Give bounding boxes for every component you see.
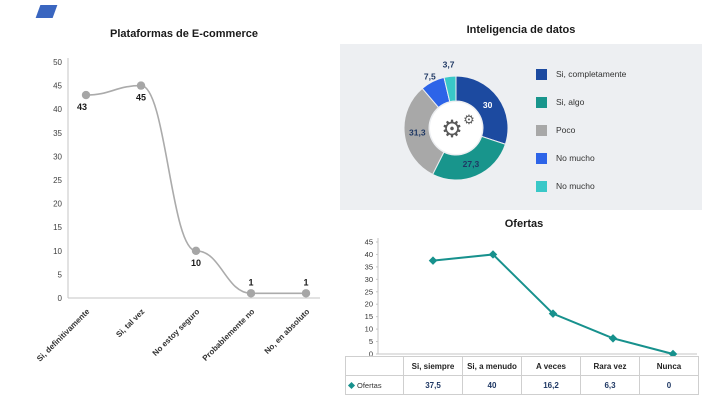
legend-swatch	[536, 124, 547, 136]
ofertas-data-table: Si, siempre Si, a menudo A veces Rara vez Nu…	[345, 356, 699, 395]
table-header-cell: Nunca	[640, 357, 699, 376]
svg-text:31,3: 31,3	[409, 128, 426, 138]
donut-legend: Si, completamente Si, algo Poco No mucho No …	[536, 64, 626, 204]
svg-text:10: 10	[53, 247, 62, 256]
legend-swatch	[536, 180, 547, 192]
table-value-cell: 40	[463, 376, 522, 395]
svg-text:30: 30	[483, 100, 493, 110]
ecommerce-chart-title: Plataformas de E-commerce	[110, 28, 258, 40]
svg-text:1: 1	[248, 277, 253, 287]
table-value-cell: 0	[640, 376, 699, 395]
ofertas-line-chart: 0 5 10 15 20 25 30 35 40 45	[365, 238, 697, 359]
legend-item: No mucho	[536, 176, 626, 196]
svg-text:25: 25	[53, 176, 62, 185]
legend-item: Si, algo	[536, 92, 626, 112]
svg-text:Si, definitivamente: Si, definitivamente	[35, 307, 92, 364]
svg-text:40: 40	[53, 105, 62, 114]
svg-text:5: 5	[369, 337, 373, 346]
corner-shape-icon	[35, 5, 58, 18]
svg-text:10: 10	[191, 258, 201, 268]
ofertas-series-label: Ofertas	[357, 380, 382, 390]
legend-label: Poco	[556, 125, 576, 135]
svg-text:45: 45	[53, 82, 62, 91]
ecommerce-line-chart: 0 5 10 15 20 25 30 35 40 45 50 43 45 10 1 1 Si, definiti…	[35, 58, 320, 364]
table-header-cell: Si, siempre	[404, 357, 463, 376]
svg-text:27,3: 27,3	[463, 159, 480, 169]
donut-chart-panel: 30 27,3 31,3 7,5 3,7 ⚙ ⚙ Si, completamente Si, …	[340, 44, 702, 210]
legend-item: Poco	[536, 120, 626, 140]
svg-text:1: 1	[303, 277, 308, 287]
svg-text:50: 50	[53, 58, 62, 67]
svg-text:45: 45	[365, 238, 373, 247]
table-header-cell: A veces	[522, 357, 581, 376]
svg-text:⚙: ⚙	[441, 116, 463, 143]
svg-text:20: 20	[365, 300, 373, 309]
svg-text:No, en absoluto: No, en absoluto	[263, 307, 312, 356]
legend-item: Si, completamente	[536, 64, 626, 84]
ofertas-chart-title: Ofertas	[504, 218, 544, 230]
svg-text:3,7: 3,7	[443, 59, 455, 69]
legend-swatch	[536, 96, 547, 108]
svg-text:35: 35	[53, 129, 62, 138]
svg-text:20: 20	[53, 200, 62, 209]
svg-text:15: 15	[53, 223, 62, 232]
svg-text:No estoy seguro: No estoy seguro	[151, 307, 202, 358]
svg-text:15: 15	[365, 312, 373, 321]
legend-item: No mucho	[536, 148, 626, 168]
svg-text:35: 35	[365, 262, 373, 271]
table-header-cell: Rara vez	[581, 357, 640, 376]
donut-chart: 30 27,3 31,3 7,5 3,7 ⚙ ⚙	[403, 59, 509, 181]
legend-label: Si, algo	[556, 97, 585, 107]
svg-text:7,5: 7,5	[424, 71, 436, 81]
ecommerce-chart-panel: Plataformas de E-commerce 0 5 10 15 20 25 30 35…	[28, 28, 340, 392]
table-legend-cell: Ofertas	[346, 376, 404, 395]
svg-text:Probablemente no: Probablemente no	[201, 307, 257, 363]
svg-text:45: 45	[136, 93, 146, 103]
svg-text:0: 0	[58, 294, 63, 303]
svg-text:40: 40	[365, 250, 373, 259]
svg-text:30: 30	[365, 275, 373, 284]
table-value-cell: 6,3	[581, 376, 640, 395]
legend-swatch	[536, 68, 547, 80]
table-header-cell: Si, a menudo	[463, 357, 522, 376]
table-corner-cell	[346, 357, 404, 376]
svg-text:⚙: ⚙	[463, 112, 475, 127]
legend-label: Si, completamente	[556, 69, 627, 79]
svg-text:5: 5	[58, 270, 63, 279]
legend-label: No mucho	[556, 181, 595, 191]
svg-text:30: 30	[53, 152, 62, 161]
table-value-cell: 37,5	[404, 376, 463, 395]
svg-text:0: 0	[369, 350, 373, 359]
svg-text:10: 10	[365, 325, 373, 334]
svg-text:Si, tal vez: Si, tal vez	[114, 307, 146, 339]
legend-swatch	[536, 152, 547, 164]
svg-text:25: 25	[365, 287, 373, 296]
ofertas-chart-panel: Ofertas 0 5 10 15 20 25 30 35 40 45 Si, siempre Si…	[345, 216, 703, 402]
donut-chart-title: Inteligencia de datos	[466, 24, 576, 36]
legend-label: No mucho	[556, 153, 595, 163]
ofertas-series-marker-icon	[347, 381, 356, 389]
svg-text:43: 43	[77, 102, 87, 112]
table-value-cell: 16,2	[522, 376, 581, 395]
